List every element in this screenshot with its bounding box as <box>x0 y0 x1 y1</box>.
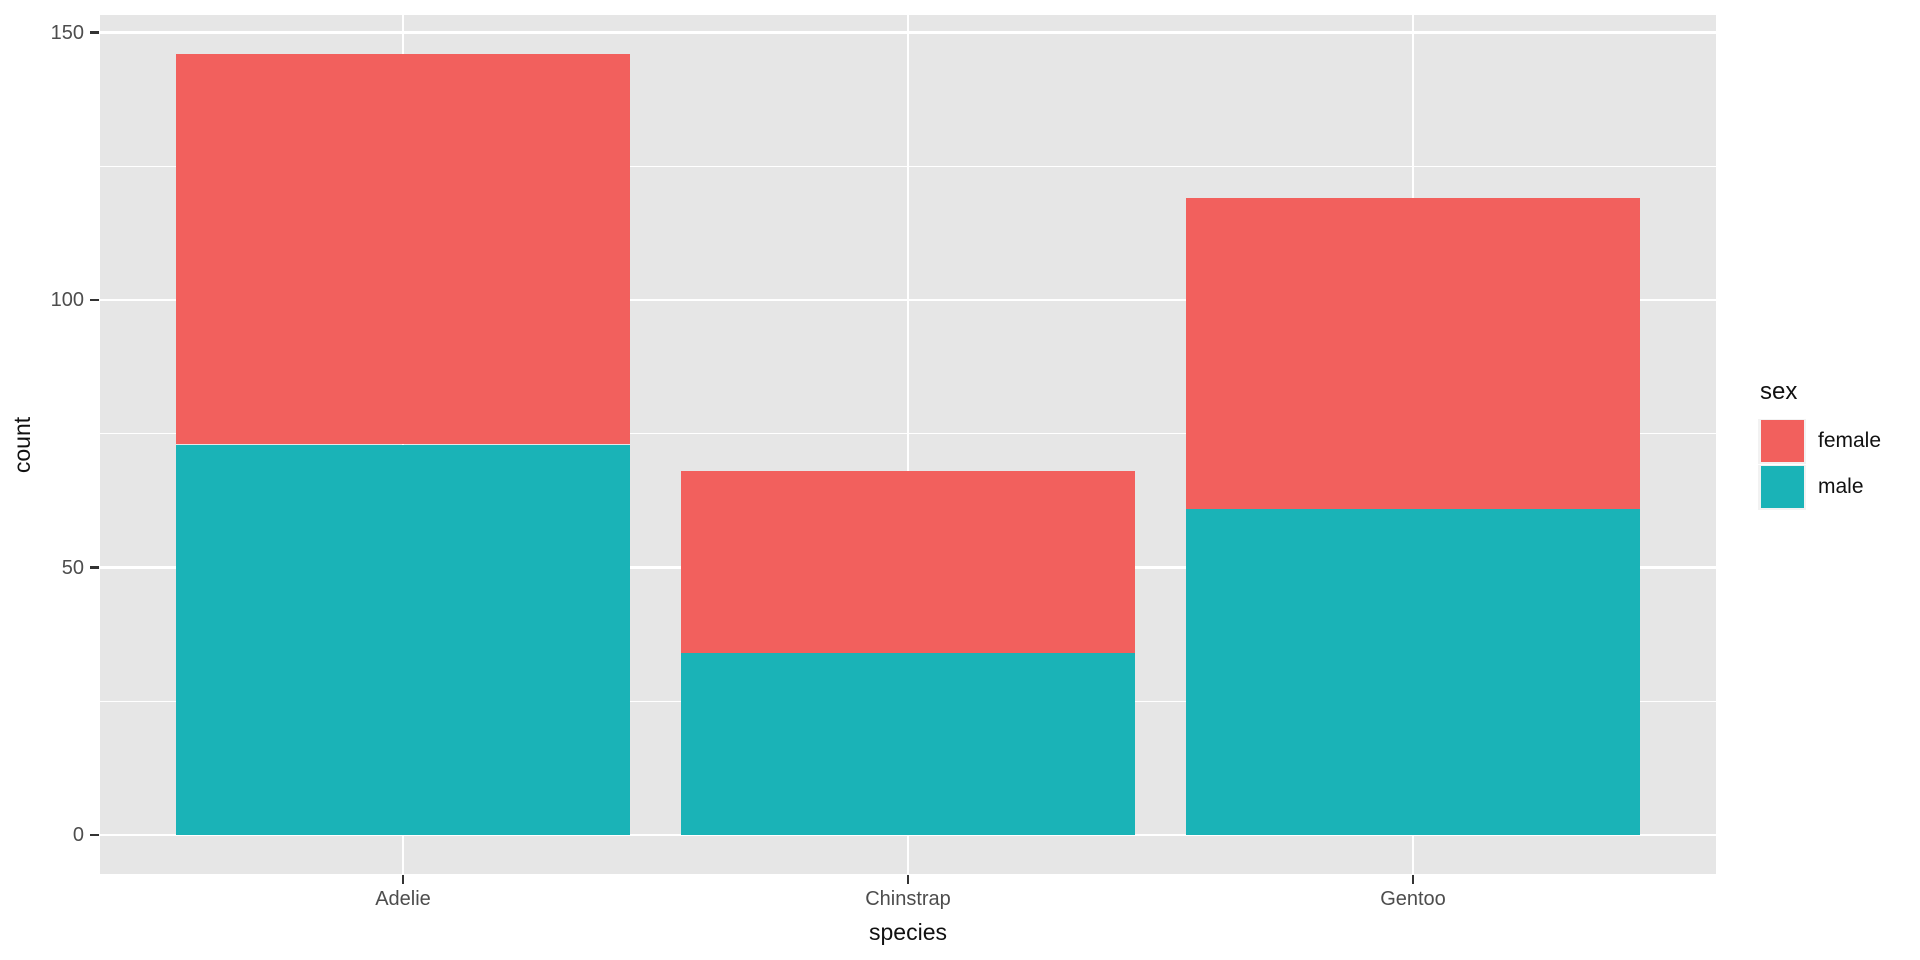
x-tick-gentoo <box>1411 875 1415 884</box>
bar-segment-chinstrap-male <box>680 653 1136 835</box>
x-tick-label-chinstrap: Chinstrap <box>865 888 951 910</box>
legend-item-female: female <box>1758 418 1881 464</box>
legend-items: female male <box>1758 418 1881 510</box>
x-tick-label-gentoo: Gentoo <box>1380 888 1446 910</box>
gridline-major-100 <box>100 298 1716 302</box>
y-axis-title: count <box>9 416 35 473</box>
legend-item-male: male <box>1758 464 1881 510</box>
x-axis-title: species <box>869 919 947 945</box>
bar-segment-gentoo-female <box>1185 198 1641 509</box>
legend-key-male <box>1758 464 1806 510</box>
y-tick-0 <box>90 833 99 837</box>
bar-segment-adelie-female <box>175 54 631 445</box>
gridline-major-150 <box>100 31 1716 34</box>
legend-key-female <box>1758 418 1806 464</box>
y-tick-label-100: 100 <box>50 289 84 312</box>
legend: sex female male <box>1758 378 1881 510</box>
plot-panel <box>100 15 1716 874</box>
legend-label-female: female <box>1818 429 1882 452</box>
legend-title: sex <box>1760 378 1798 405</box>
y-tick-label-150: 150 <box>50 21 84 44</box>
gridline-vertical-chinstrap <box>906 15 910 874</box>
legend-swatch-male <box>1760 466 1804 508</box>
y-tick-label-50: 50 <box>61 556 84 579</box>
y-tick-150 <box>90 31 99 34</box>
gridline-minor-75 <box>100 433 1716 435</box>
gridline-minor-125 <box>100 165 1716 167</box>
y-tick-label-0: 0 <box>72 823 84 846</box>
legend-label-male: male <box>1818 475 1864 498</box>
y-tick-50 <box>90 566 99 569</box>
bar-segment-adelie-male <box>175 444 631 835</box>
legend-swatch-female <box>1760 420 1804 462</box>
bar-segment-gentoo-male <box>1185 508 1641 835</box>
x-tick-adelie <box>401 875 405 884</box>
gridline-major-0 <box>100 833 1716 837</box>
y-tick-100 <box>90 298 99 302</box>
x-tick-chinstrap <box>906 875 910 884</box>
x-tick-label-adelie: Adelie <box>375 888 431 910</box>
bar-segment-chinstrap-female <box>680 471 1136 654</box>
